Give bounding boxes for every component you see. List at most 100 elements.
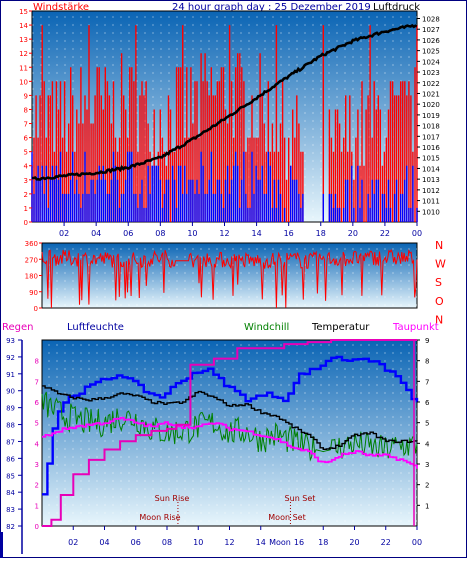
rain-y-tick-label: 8 [35,358,39,366]
humidity-y-tick-label: 86 [6,455,15,463]
wind-strength-label: Windstärke [33,2,89,13]
left-edge-bar [0,532,3,558]
hour-tick-label: 00 [412,538,422,547]
direction-y-tick-label: 180 [25,273,38,281]
dewpoint-label: Taupunkt [392,322,439,333]
pressure-label: Luftdruck [373,2,420,13]
rain-y-tick-label: 7 [35,378,39,386]
wind-y-tick-label: 9 [24,92,28,100]
temperature-y-tick-label: 7 [425,378,429,386]
wind-y-tick-label: 7 [24,121,28,129]
wind-y-tick-label: 5 [24,149,28,157]
temperature-y-tick-label: 9 [425,337,429,345]
wind-y-tick-label: 15 [19,8,28,16]
windchill-label: Windchill [244,322,289,333]
rain-y-tick-label: 6 [35,399,40,407]
temperature-label: Temperatur [311,322,370,333]
moon-set-label: Moon Set [268,513,305,522]
pressure-y-tick-label: 1025 [422,48,440,56]
temperature-panel: Sun Rise Sun Set Moon Rise Moon Set Moon 1 6 8… [6,337,430,554]
pressure-y-tick-label: 1028 [422,15,440,23]
humidity-y-tick-label: 91 [6,371,15,379]
wind-y-tick-label: 8 [24,106,28,114]
pressure-y-tick-label: 1011 [422,198,440,206]
hour-tick-label: 00 [412,229,422,238]
pressure-y-tick-label: 1019 [422,112,440,120]
hour-tick-label: 08 [162,538,172,547]
hour-tick-label: 14 [251,229,261,238]
hour-tick-label: 02 [68,538,78,547]
pressure-y-tick-label: 1023 [422,69,440,77]
hour-tick-label: 12 [224,538,234,547]
hour-tick-label: 04 [91,229,101,238]
rain-y-tick-label: 4 [35,440,40,448]
pressure-y-tick-label: 1026 [422,37,440,45]
hour-tick-label: 06 [123,229,133,238]
hour-tick-label: 16 [284,229,294,238]
rain-y-tick-label: 1 [35,502,39,510]
humidity-line [42,355,419,496]
sun-rise-label: Sun Rise [155,494,190,503]
pressure-y-tick-label: 1015 [422,155,440,163]
compass-label: W [435,258,446,271]
direction-y-tick-label: 360 [25,240,38,248]
compass-label: O [435,295,444,308]
hour-tick-label: 10 [187,229,197,238]
humidity-y-tick-label: 83 [6,506,15,514]
humidity-y-tick-label: 85 [6,472,15,480]
pressure-y-tick-label: 1021 [422,90,440,98]
rain-y-tick-label: 0 [35,523,39,531]
hour-tick-label: 06 [131,538,141,547]
pressure-y-tick-label: 1018 [422,123,440,131]
hour-tick-label: 02 [59,229,69,238]
rain-y-tick-label: 2 [35,482,39,490]
humidity-y-tick-label: 82 [6,523,15,531]
compass-label: S [435,276,442,289]
hour-tick-label: 12 [219,229,229,238]
direction-plot-grid [42,243,417,308]
wind-y-tick-label: 14 [19,22,28,30]
wind-y-tick-label: 12 [19,50,28,58]
rain-line [42,339,417,527]
direction-y-tick-label: 0 [34,305,38,313]
dewpoint-line [42,416,418,469]
hour-tick-label: 22 [380,229,390,238]
pressure-y-tick-label: 1020 [422,101,440,109]
wind-y-tick-label: 13 [19,36,28,44]
compass-label: N [435,239,443,252]
direction-y-tick-label: 90 [29,289,38,297]
humidity-y-tick-label: 87 [6,438,15,446]
temperature-y-tick-label: 8 [425,358,429,366]
temperature-y-tick-label: 6 [425,399,430,407]
pressure-y-tick-label: 1024 [422,58,440,66]
moon-tick-label: Moon [269,538,291,547]
hour-tick-label: 20 [348,229,358,238]
wind-direction-line [41,249,418,309]
pressure-y-tick-label: 1014 [422,165,440,173]
wind-pressure-panel: 0123456789101112131415101010111012101310… [19,8,440,238]
temperature-line [42,385,418,450]
wind-y-tick-label: 6 [24,135,29,143]
temperature-y-tick-label: 5 [425,420,429,428]
temperature-y-tick-label: 2 [425,482,429,490]
humidity-y-tick-label: 92 [6,354,15,362]
sun-set-label: Sun Set [285,494,316,503]
rain-label: Regen [2,322,34,333]
humidity-y-tick-label: 90 [6,388,15,396]
temperature-y-tick-label: 4 [425,440,430,448]
hour-tick-label: 18 [318,538,328,547]
wind-y-tick-label: 0 [24,219,28,227]
wind-plot-grid [32,11,417,222]
pressure-line [32,23,418,181]
pressure-y-tick-label: 1013 [422,176,440,184]
pressure-y-tick-label: 1010 [422,208,440,216]
compass-label: N [435,313,443,326]
pressure-y-tick-label: 1016 [422,144,440,152]
wind-y-tick-label: 3 [24,177,28,185]
wind-y-tick-label: 2 [24,191,28,199]
temperature-y-tick-label: 3 [425,461,429,469]
wind-y-tick-label: 4 [24,163,29,171]
moon-rise-label: Moon Rise [139,513,180,522]
